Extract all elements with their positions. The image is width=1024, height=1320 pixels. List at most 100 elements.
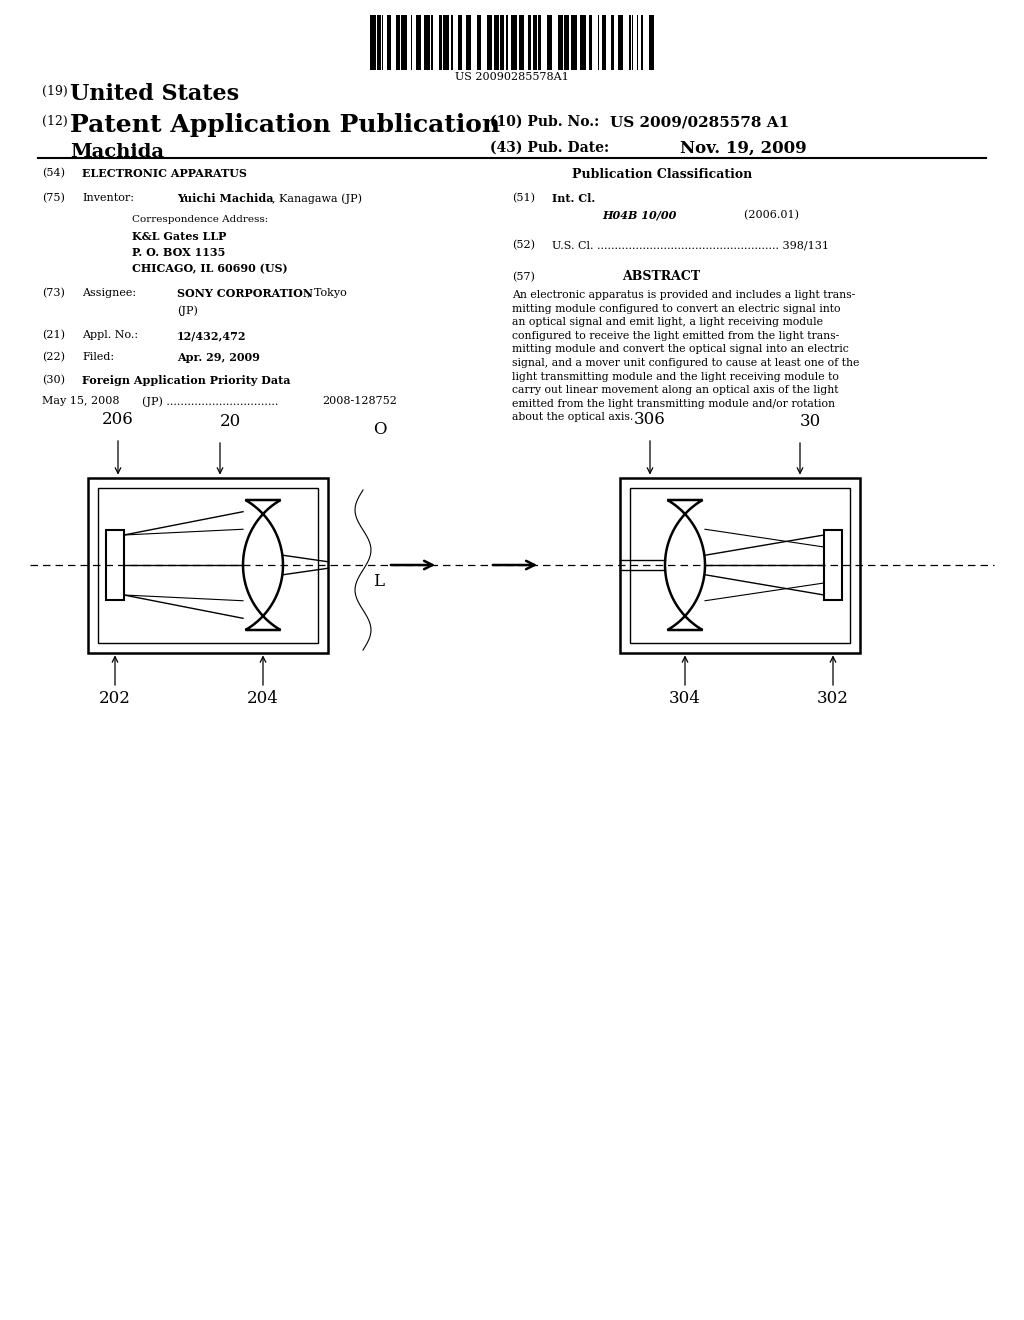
Text: L: L xyxy=(373,573,384,590)
Text: ABSTRACT: ABSTRACT xyxy=(622,271,700,282)
Bar xyxy=(452,15,454,70)
Text: (JP) ................................: (JP) ................................ xyxy=(142,396,279,407)
Bar xyxy=(632,15,633,70)
Text: 206: 206 xyxy=(102,411,134,428)
Bar xyxy=(637,15,638,70)
Text: (30): (30) xyxy=(42,375,65,385)
Text: (52): (52) xyxy=(512,240,535,251)
Text: Nov. 19, 2009: Nov. 19, 2009 xyxy=(680,140,807,157)
Text: (19): (19) xyxy=(42,84,68,98)
Bar xyxy=(580,15,586,70)
Bar xyxy=(88,478,328,652)
Text: (10) Pub. No.:: (10) Pub. No.: xyxy=(490,115,609,129)
Text: 2008-128752: 2008-128752 xyxy=(322,396,397,407)
Text: Assignee:: Assignee: xyxy=(82,288,136,298)
Bar xyxy=(620,478,860,652)
Polygon shape xyxy=(243,500,283,630)
Text: 204: 204 xyxy=(247,690,279,708)
Text: (JP): (JP) xyxy=(177,305,198,315)
Bar xyxy=(617,15,624,70)
Bar xyxy=(387,15,391,70)
Bar xyxy=(98,487,318,643)
Bar xyxy=(611,15,614,70)
Text: Appl. No.:: Appl. No.: xyxy=(82,330,138,341)
Bar xyxy=(395,15,400,70)
Bar xyxy=(486,15,493,70)
Text: Int. Cl.: Int. Cl. xyxy=(552,193,595,205)
Bar xyxy=(382,15,383,70)
Text: Patent Application Publication: Patent Application Publication xyxy=(70,114,500,137)
Bar xyxy=(506,15,508,70)
Bar xyxy=(458,15,462,70)
Text: K&L Gates LLP: K&L Gates LLP xyxy=(132,231,226,242)
Text: Filed:: Filed: xyxy=(82,352,114,362)
Bar xyxy=(571,15,577,70)
Text: U.S. Cl. .................................................... 398/131: U.S. Cl. ...............................… xyxy=(552,240,829,249)
Text: , Tokyo: , Tokyo xyxy=(307,288,347,298)
Bar xyxy=(106,531,124,601)
Bar xyxy=(547,15,552,70)
Bar xyxy=(558,15,563,70)
Text: Correspondence Address:: Correspondence Address: xyxy=(132,215,268,224)
Text: (12): (12) xyxy=(42,115,68,128)
Bar xyxy=(519,15,524,70)
Text: (43) Pub. Date:: (43) Pub. Date: xyxy=(490,141,609,154)
Text: 306: 306 xyxy=(634,411,666,428)
Text: P. O. BOX 1135: P. O. BOX 1135 xyxy=(132,247,225,257)
Text: United States: United States xyxy=(70,83,240,106)
Bar xyxy=(411,15,413,70)
Bar xyxy=(630,487,850,643)
Text: 12/432,472: 12/432,472 xyxy=(177,330,247,341)
Bar xyxy=(641,15,643,70)
Polygon shape xyxy=(665,500,705,630)
Bar xyxy=(431,15,433,70)
Bar xyxy=(370,15,376,70)
Bar xyxy=(564,15,569,70)
Bar xyxy=(476,15,481,70)
Text: Yuichi Machida: Yuichi Machida xyxy=(177,193,273,205)
Bar xyxy=(527,15,531,70)
Text: 304: 304 xyxy=(669,690,701,708)
Text: 20: 20 xyxy=(220,413,242,430)
Text: (51): (51) xyxy=(512,193,535,203)
Text: Apr. 29, 2009: Apr. 29, 2009 xyxy=(177,352,260,363)
Bar xyxy=(377,15,381,70)
Bar xyxy=(416,15,421,70)
Bar xyxy=(511,15,517,70)
Text: 302: 302 xyxy=(817,690,849,708)
Text: (22): (22) xyxy=(42,352,65,362)
Bar xyxy=(466,15,471,70)
Text: Machida: Machida xyxy=(70,143,164,161)
Bar xyxy=(629,15,631,70)
Bar xyxy=(495,15,499,70)
Bar xyxy=(439,15,442,70)
Text: US 2009/0285578 A1: US 2009/0285578 A1 xyxy=(610,115,790,129)
Bar xyxy=(589,15,592,70)
Bar xyxy=(443,15,449,70)
Text: (2006.01): (2006.01) xyxy=(702,210,799,220)
Text: US 20090285578A1: US 20090285578A1 xyxy=(455,73,569,82)
Text: 202: 202 xyxy=(99,690,131,708)
Text: Inventor:: Inventor: xyxy=(82,193,134,203)
Text: O: O xyxy=(373,421,386,438)
Text: (21): (21) xyxy=(42,330,65,341)
Bar xyxy=(649,15,654,70)
Bar xyxy=(534,15,537,70)
Bar xyxy=(401,15,407,70)
Text: (73): (73) xyxy=(42,288,65,298)
Text: (57): (57) xyxy=(512,272,535,282)
Text: ELECTRONIC APPARATUS: ELECTRONIC APPARATUS xyxy=(82,168,247,180)
Text: 30: 30 xyxy=(800,413,821,430)
Text: (75): (75) xyxy=(42,193,65,203)
Text: CHICAGO, IL 60690 (US): CHICAGO, IL 60690 (US) xyxy=(132,263,288,275)
Text: An electronic apparatus is provided and includes a light trans-
mitting module c: An electronic apparatus is provided and … xyxy=(512,290,859,422)
Bar xyxy=(602,15,605,70)
Text: , Kanagawa (JP): , Kanagawa (JP) xyxy=(272,193,362,203)
Text: H04B 10/00: H04B 10/00 xyxy=(602,210,677,220)
Bar xyxy=(824,531,842,601)
Text: SONY CORPORATION: SONY CORPORATION xyxy=(177,288,313,300)
Text: May 15, 2008: May 15, 2008 xyxy=(42,396,120,407)
Bar xyxy=(424,15,430,70)
Text: Publication Classification: Publication Classification xyxy=(572,168,753,181)
Text: (54): (54) xyxy=(42,168,65,178)
